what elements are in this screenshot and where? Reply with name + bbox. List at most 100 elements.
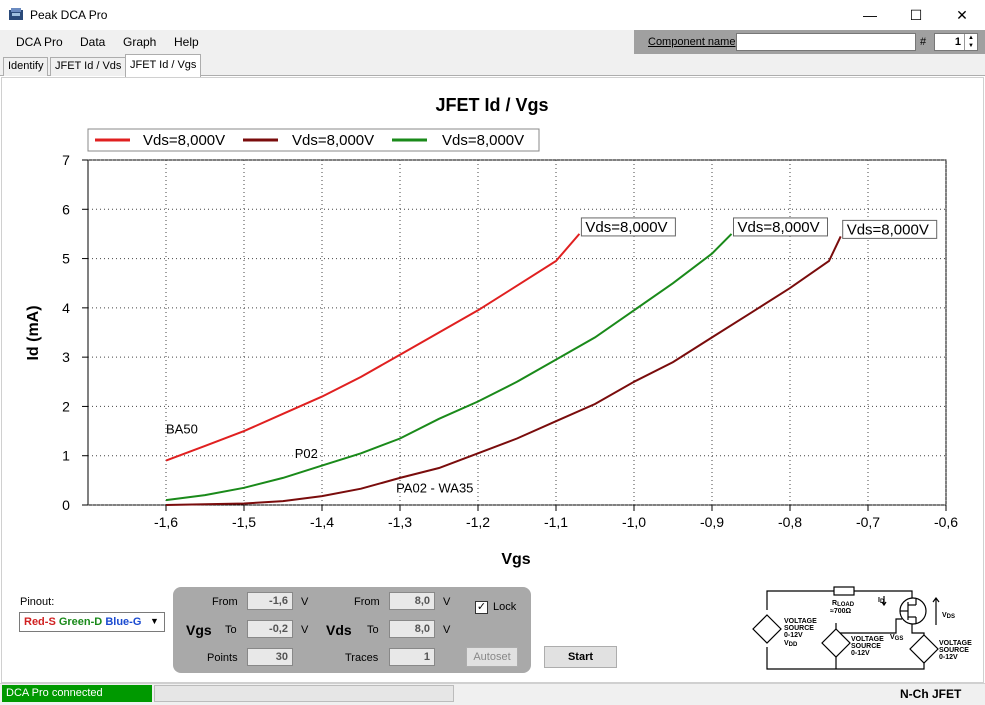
id-vgs-chart: JFET Id / Vgs Vds=8,000V Vds=8,000V Vds=… — [25, 95, 958, 568]
annotation-label: BA50 — [166, 422, 198, 437]
id-sub: D — [880, 599, 885, 605]
legend-label-darkred: Vds=8,000V — [292, 132, 374, 149]
vgs-source-line3: 0-12V — [851, 650, 870, 657]
vgs-to-label: To — [225, 624, 237, 636]
connection-status: DCA Pro connected — [2, 685, 152, 702]
pinout-label: Pinout: — [20, 596, 55, 608]
tab-jfet-id-vds[interactable]: JFET Id / Vds — [50, 57, 127, 76]
vgs-node-label: V — [890, 634, 895, 641]
menu-data[interactable]: Data — [80, 35, 106, 49]
chart-grid — [88, 159, 947, 506]
x-tick-label: -1,2 — [466, 514, 490, 530]
traces-label: Traces — [345, 652, 379, 664]
svg-text:VDD: VDD — [784, 640, 798, 648]
annotation-label: PA02 - WA35 — [396, 481, 473, 496]
end-label-box — [842, 219, 938, 239]
series-end-labels: Vds=8,000V Vds=8,000V Vds=8,000V — [580, 217, 938, 239]
close-button[interactable]: ✕ — [956, 6, 968, 23]
traces-field[interactable]: 1 — [389, 648, 435, 666]
tab-identify[interactable]: Identify — [3, 57, 49, 76]
vgs-node-sub: GS — [895, 636, 904, 642]
series-line-1 — [165, 235, 842, 506]
series-line-0 — [165, 233, 581, 462]
lock-label: Lock — [493, 601, 517, 613]
svg-text:RLOAD: RLOAD — [832, 600, 855, 608]
svg-text:VDS: VDS — [942, 612, 955, 620]
vgs-source-line2: SOURCE — [851, 643, 881, 650]
chart-legend: Vds=8,000V Vds=8,000V Vds=8,000V — [87, 128, 540, 152]
vds-node-sub: DS — [947, 614, 955, 620]
pinout-blue: Blue-G — [105, 616, 142, 628]
vgs-from-field[interactable]: -1,6 — [247, 592, 293, 610]
vgs-to-unit: V — [301, 624, 309, 636]
vgs-to-field[interactable]: -0,2 — [247, 620, 293, 638]
points-label: Points — [207, 652, 238, 664]
pinout-red: Red-S — [24, 616, 56, 628]
y-tick-label: 1 — [62, 448, 70, 464]
end-label-box — [580, 217, 676, 237]
component-number-label: # — [920, 36, 927, 48]
x-tick-label: -1,0 — [622, 514, 646, 530]
end-label-box — [733, 217, 828, 237]
vgs-from-unit: V — [301, 596, 309, 608]
end-label-text: Vds=8,000V — [847, 221, 929, 238]
vds-node-label: V — [942, 612, 947, 619]
component-name-label: Component name — [648, 36, 736, 48]
rload-sub: LOAD — [837, 602, 855, 608]
device-type-status: N-Ch JFET — [900, 687, 962, 701]
end-label-text: Vds=8,000V — [738, 219, 820, 236]
svg-text:ID: ID — [878, 597, 885, 605]
series-line-2 — [165, 233, 733, 502]
chart-title: JFET Id / Vgs — [435, 95, 548, 115]
chevron-down-icon[interactable]: ▼ — [150, 616, 159, 626]
dca-pro-app-icon — [9, 8, 23, 20]
minimize-button[interactable]: — — [863, 7, 877, 23]
vds-source-line2: SOURCE — [939, 647, 969, 654]
x-tick-label: -0,7 — [856, 514, 880, 530]
vds-label: Vds — [326, 622, 352, 638]
annotation-label: P02 — [295, 446, 318, 461]
component-number-spinner[interactable]: ▲ ▼ — [964, 34, 977, 50]
maximize-button[interactable]: ☐ — [909, 6, 923, 23]
vdd-source-label: V — [784, 640, 789, 647]
tab-jfet-id-vgs[interactable]: JFET Id / Vgs — [125, 54, 202, 77]
menu-graph[interactable]: Graph — [123, 35, 157, 49]
y-tick-label: 2 — [62, 398, 70, 414]
window-title: Peak DCA Pro — [30, 8, 108, 22]
series-end-label-0: Vds=8,000V — [580, 217, 676, 237]
vdd-source-line3: 0-12V — [784, 632, 803, 639]
series-end-label-1: Vds=8,000V — [842, 219, 938, 239]
progress-bar — [154, 685, 454, 702]
pinout-green: Green-D — [58, 616, 103, 628]
lock-checkbox[interactable]: ✓ — [475, 601, 488, 614]
vds-to-field[interactable]: 8,0 — [389, 620, 435, 638]
points-field[interactable]: 30 — [247, 648, 293, 666]
jfet-test-circuit-diagram: RLOAD ≈700Ω ID VDS VGS VOLTAGE SOURCE 0-… — [752, 586, 972, 670]
title-bar — [0, 0, 985, 30]
id-label: I — [878, 597, 880, 604]
vds-from-field[interactable]: 8,0 — [389, 592, 435, 610]
x-axis-ticks: -1,6 -1,5 -1,4 -1,3 -1,2 -1,1 -1,0 -0,9 -0,8 -0,7… — [154, 505, 958, 530]
load-resistor-icon — [833, 586, 855, 596]
vgs-source-line1: VOLTAGE — [851, 636, 884, 643]
legend-label-red: Vds=8,000V — [143, 132, 225, 149]
y-tick-label: 6 — [62, 201, 70, 217]
vdd-source-line1: VOLTAGE — [784, 618, 817, 625]
x-tick-label: -1,6 — [154, 514, 178, 530]
menu-dca-pro[interactable]: DCA Pro — [16, 35, 63, 49]
start-button[interactable]: Start — [544, 646, 617, 668]
voltage-source-vgs-icon — [821, 628, 851, 658]
pinout-select[interactable]: Red-S Green-D Blue-G — [19, 612, 165, 632]
y-tick-label: 5 — [62, 251, 70, 267]
component-number-field[interactable]: 1 — [934, 33, 978, 51]
rload-value: ≈700Ω — [830, 608, 852, 615]
autoset-button[interactable]: Autoset — [466, 647, 518, 667]
chart-series — [165, 233, 842, 506]
series-end-label-2: Vds=8,000V — [733, 217, 828, 237]
y-axis-label: Id (mA) — [25, 305, 42, 360]
tab-bar — [0, 54, 985, 76]
component-name-input[interactable] — [736, 33, 916, 51]
vgs-label: Vgs — [186, 622, 212, 638]
x-tick-label: -0,8 — [778, 514, 802, 530]
menu-help[interactable]: Help — [174, 35, 199, 49]
